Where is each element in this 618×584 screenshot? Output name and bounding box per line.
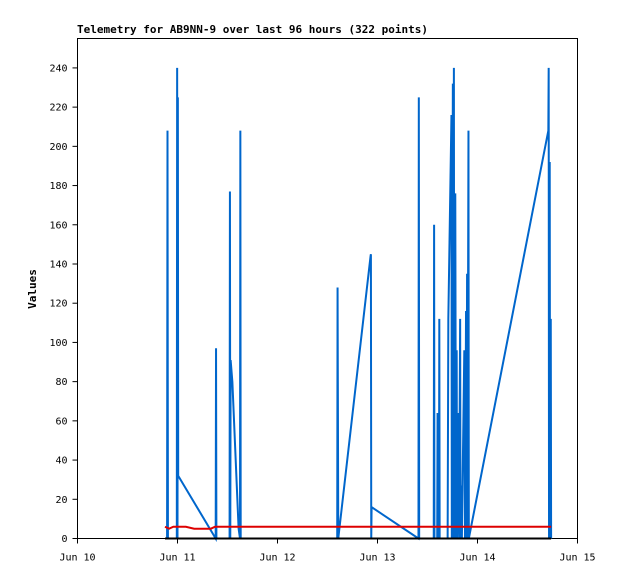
x-tick-label: Jun 14 [459,553,495,564]
x-tick-label: Jun 11 [159,553,195,564]
chart-title: Telemetry for AB9NN-9 over last 96 hours… [77,23,428,36]
x-tick-label: Jun 13 [359,553,395,564]
y-tick-label: 120 [49,299,67,310]
x-axis: Jun 10 Jun 11 Jun 12 Jun 13 Jun 14 Jun 15 [59,538,596,564]
series-line-2 [164,525,552,530]
y-tick-label: 60 [55,416,67,427]
y-tick-label: 40 [55,456,67,467]
y-tick-label: 220 [49,103,67,114]
plot-area [77,38,578,539]
y-axis-label: Values [26,269,39,309]
y-tick-label: 240 [49,63,67,74]
y-tick-label: 180 [49,181,67,192]
y-tick-label: 80 [55,377,67,388]
y-axis: 0 20 40 60 80 100 120 140 160 180 200 220 240 [49,63,78,545]
y-tick-label: 140 [49,259,67,270]
y-tick-label: 0 [61,534,67,545]
y-tick-label: 20 [55,495,67,506]
x-tick-label: Jun 10 [59,553,95,564]
x-tick-label: Jun 15 [559,553,595,564]
y-tick-label: 200 [49,142,67,153]
y-tick-label: 160 [49,220,67,231]
series-layer [164,67,553,543]
y-tick-label: 100 [49,338,67,349]
x-tick-label: Jun 12 [259,553,295,564]
